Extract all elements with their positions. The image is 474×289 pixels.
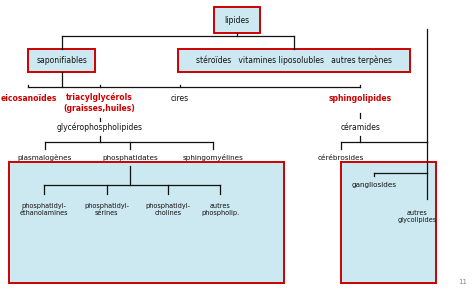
Text: triacylglycérols
(graisses,huiles): triacylglycérols (graisses,huiles) — [64, 93, 136, 112]
Text: autres
phospholip.: autres phospholip. — [201, 203, 239, 216]
Text: gangliosides: gangliosides — [352, 182, 397, 188]
Text: phosphatidyl-
sérines: phosphatidyl- sérines — [84, 203, 129, 216]
Text: phosphatidyl-
éthanolamines: phosphatidyl- éthanolamines — [20, 203, 68, 216]
Text: sphingolipides: sphingolipides — [328, 94, 392, 103]
Text: plasmalogènes: plasmalogènes — [18, 154, 72, 161]
Text: eicosanoïdes: eicosanoïdes — [0, 94, 56, 103]
Text: stéroïdes   vitamines liposolubles   autres terpènes: stéroïdes vitamines liposolubles autres … — [196, 56, 392, 65]
Text: phosphatidates: phosphatidates — [102, 155, 158, 160]
Text: cires: cires — [171, 94, 189, 103]
Text: saponifiables: saponifiables — [36, 56, 87, 65]
FancyBboxPatch shape — [178, 49, 410, 72]
FancyBboxPatch shape — [9, 162, 284, 283]
Text: lipides: lipides — [224, 16, 250, 25]
FancyBboxPatch shape — [28, 49, 95, 72]
Text: céramides: céramides — [340, 123, 380, 132]
FancyBboxPatch shape — [214, 7, 259, 33]
FancyBboxPatch shape — [341, 162, 436, 283]
Text: sphingomyélines: sphingomyélines — [183, 154, 244, 161]
Text: 11: 11 — [458, 279, 467, 285]
Text: autres
glycolipides: autres glycolipides — [398, 210, 437, 223]
Text: glycérophospholipides: glycérophospholipides — [56, 123, 143, 132]
Text: phosphatidyl-
cholines: phosphatidyl- cholines — [146, 203, 191, 216]
Text: cérébrosides: cérébrosides — [318, 155, 365, 160]
